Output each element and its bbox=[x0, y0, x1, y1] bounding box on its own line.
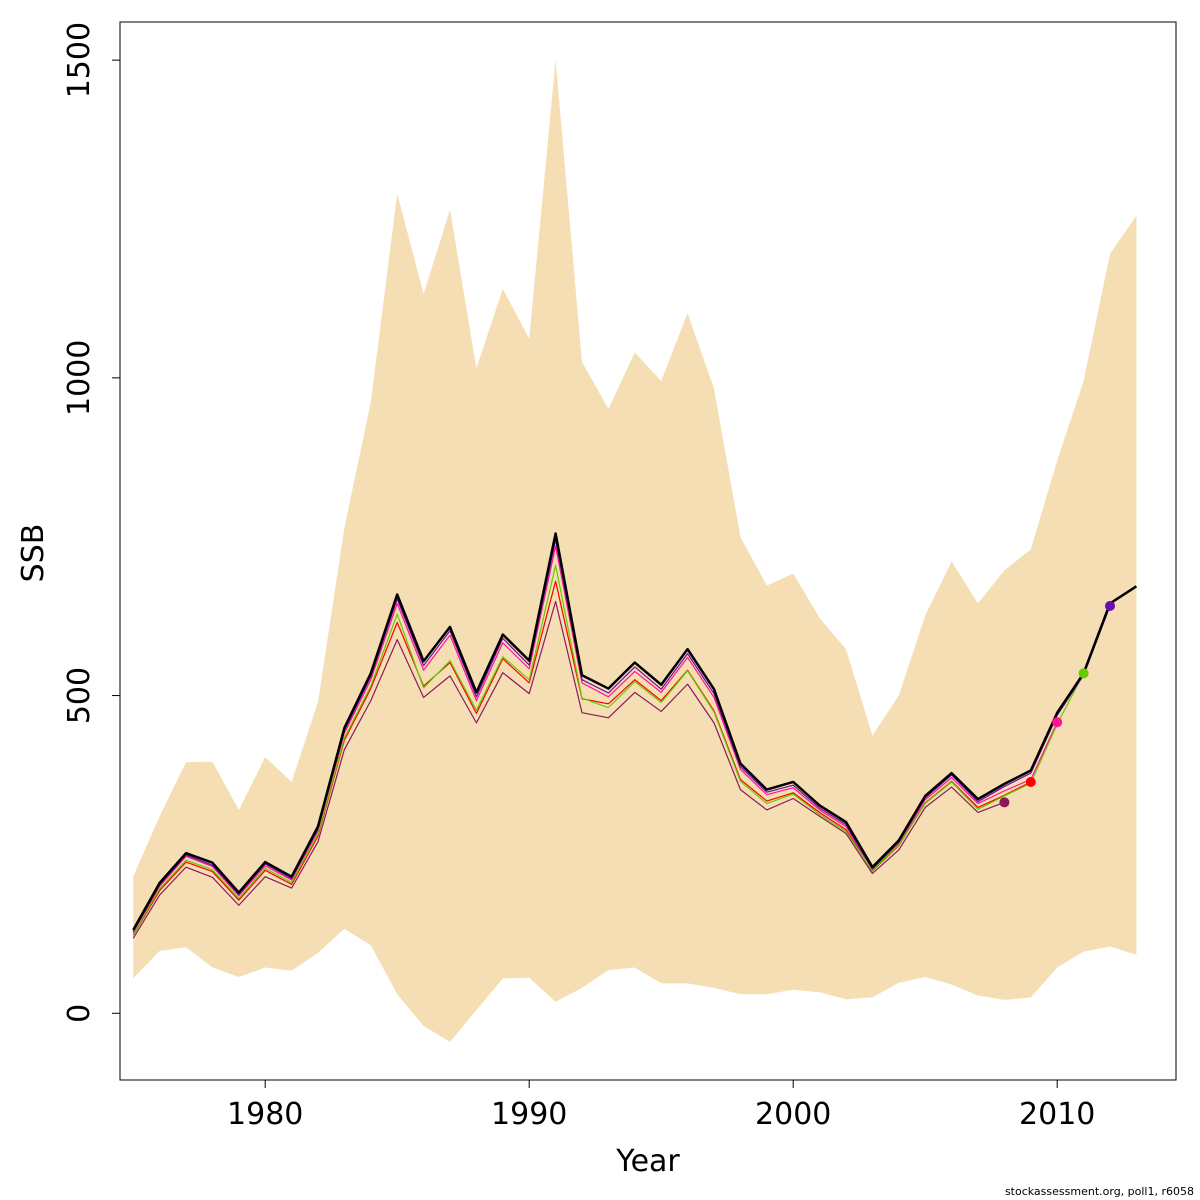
terminal-point-2009 bbox=[1025, 776, 1036, 787]
y-tick-label-0: 0 bbox=[62, 1004, 97, 1023]
series-line-2013 bbox=[132, 532, 1138, 931]
x-tick-label-2000: 2000 bbox=[755, 1097, 831, 1132]
terminal-point-2012 bbox=[1105, 600, 1115, 611]
x-tick-label-2010: 2010 bbox=[1019, 1097, 1095, 1132]
series-lines-layer bbox=[132, 532, 1138, 939]
terminal-point-2011 bbox=[1078, 668, 1089, 679]
x-tick-label-1990: 1990 bbox=[491, 1097, 567, 1132]
y-tick-label-1500: 1500 bbox=[62, 22, 97, 98]
y-axis-title: SSB bbox=[16, 524, 51, 583]
y-axis: 0 500 1000 1500 bbox=[62, 22, 120, 1023]
terminal-points-layer bbox=[999, 600, 1115, 808]
x-axis: 1980 1990 2000 2010 bbox=[227, 1080, 1095, 1132]
series-line-2010 bbox=[132, 545, 1058, 934]
x-axis-title: Year bbox=[615, 1144, 680, 1179]
y-tick-label-1000: 1000 bbox=[62, 340, 97, 416]
plot-frame bbox=[119, 21, 1177, 1081]
x-tick-label-1980: 1980 bbox=[227, 1097, 303, 1132]
footer-credit: stockassessment.org, poll1, r6058 bbox=[1004, 1185, 1194, 1198]
series-line-2008 bbox=[132, 600, 1005, 939]
series-line-2011 bbox=[132, 564, 1085, 935]
y-tick-label-500: 500 bbox=[62, 667, 97, 724]
confidence-band-layer bbox=[133, 60, 1137, 1042]
terminal-point-2008 bbox=[999, 797, 1010, 808]
confidence-band bbox=[133, 60, 1137, 1042]
terminal-point-2010 bbox=[1052, 717, 1063, 728]
